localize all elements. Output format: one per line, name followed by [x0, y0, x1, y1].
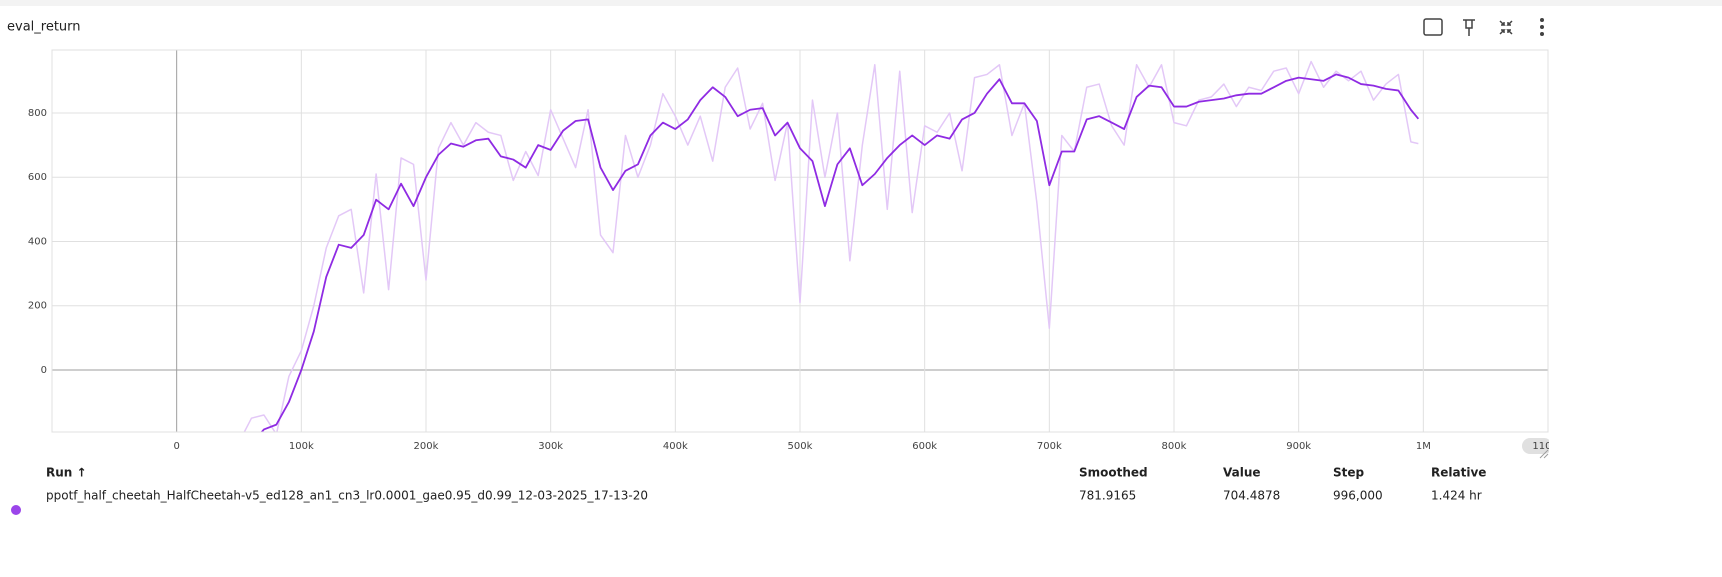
- ticks: 0 200 400 600 800 0 100k 200k 300k 400k 500k 600k 70…: [28, 108, 1563, 454]
- pin-icon[interactable]: [1463, 19, 1475, 36]
- column-header: Relative: [1431, 466, 1486, 480]
- plot: [243, 60, 1420, 432]
- x-tick-label: 600k: [912, 441, 937, 452]
- table-cell: 781.9165: [1079, 489, 1136, 503]
- fit-icon[interactable]: [1423, 18, 1443, 36]
- plot-frame: [51, 49, 1549, 433]
- table-cell: 1.424 hr: [1431, 489, 1482, 503]
- x-tick-label: 200k: [414, 441, 439, 452]
- x-tick-label: 1M: [1416, 441, 1431, 452]
- x-tick-label: 300k: [538, 441, 563, 452]
- column-header: Run ↑: [46, 466, 87, 480]
- series-line: [260, 73, 1420, 432]
- series-line: [243, 60, 1419, 432]
- hover-bubble: [1522, 438, 1549, 454]
- grid: [52, 50, 1549, 432]
- column-header: Smoothed: [1079, 466, 1148, 480]
- y-tick-label: 400: [28, 236, 47, 247]
- card-title: eval_return: [7, 20, 81, 35]
- runs-table: Run ↑ Smoothed Value Step Relative ppotf_half…: [11, 466, 1486, 515]
- run-color-dot: [11, 505, 21, 515]
- menu-icon[interactable]: [1540, 18, 1544, 36]
- x-tick-label: 900k: [1286, 441, 1311, 452]
- x-tick-label: 400k: [663, 441, 688, 452]
- table-cell: ppotf_half_cheetah_HalfCheetah-v5_ed128_…: [46, 489, 648, 503]
- column-header: Step: [1333, 466, 1365, 480]
- toolbar: [1423, 18, 1513, 36]
- table-cell: 704.4878: [1223, 489, 1280, 503]
- resize-handle[interactable]: [1539, 449, 1549, 459]
- x-tick-label: 800k: [1162, 441, 1187, 452]
- x-tick-label: 0: [173, 441, 179, 452]
- x-tick-label: 500k: [788, 441, 813, 452]
- table-cell: 996,000: [1333, 489, 1383, 503]
- y-tick-label: 200: [28, 301, 47, 312]
- collapse-icon[interactable]: [1499, 20, 1513, 35]
- x-tick-label: 100k: [289, 441, 314, 452]
- y-tick-label: 800: [28, 108, 47, 119]
- top-strip: [0, 0, 1722, 6]
- y-tick-label: 600: [28, 172, 47, 183]
- x-tick-label: 700k: [1037, 441, 1062, 452]
- column-header: Value: [1223, 466, 1261, 480]
- y-tick-label: 0: [41, 365, 47, 376]
- x-tick-label: 1100k: [1532, 441, 1563, 452]
